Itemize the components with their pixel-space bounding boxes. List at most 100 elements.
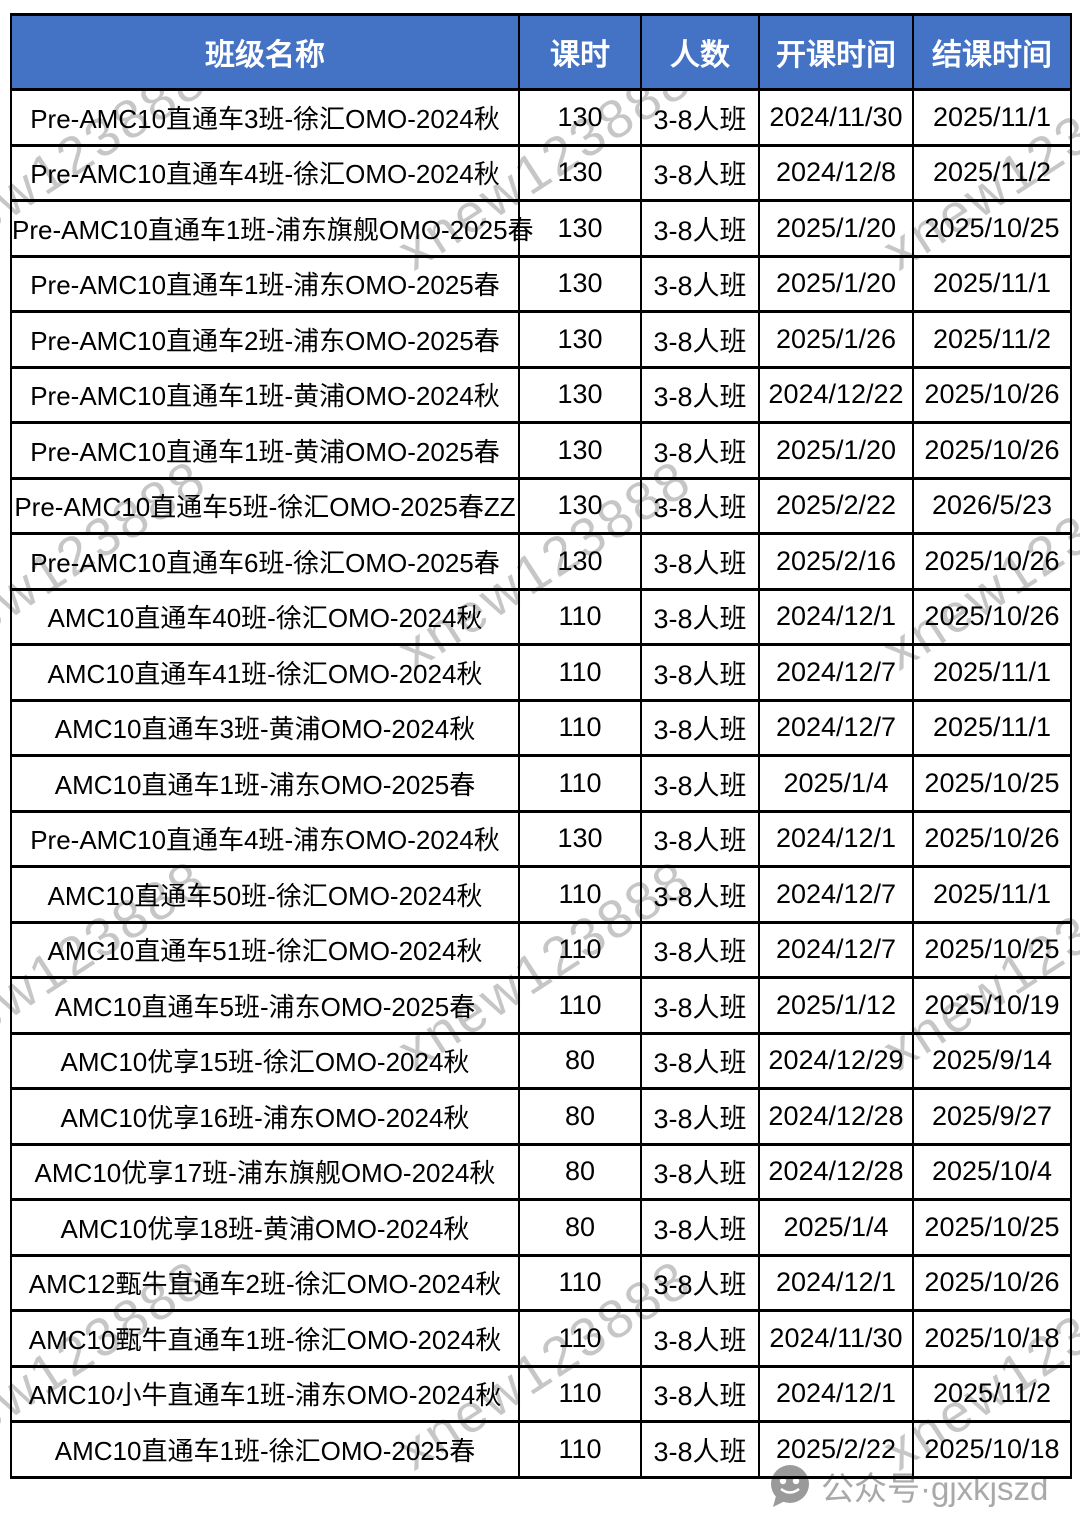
class-name-cell: AMC10直通车1班-徐汇OMO-2025春	[10, 1420, 520, 1479]
class-size-cell: 3-8人班	[640, 1253, 760, 1312]
table-row: AMC10直通车41班-徐汇OMO-2024秋 110 3-8人班 2024/12/7…	[10, 643, 1072, 702]
start-date-cell: 2024/12/7	[758, 920, 914, 979]
class-size-cell: 3-8人班	[640, 143, 760, 202]
hours-cell: 110	[518, 1364, 642, 1423]
class-size-cell: 3-8人班	[640, 1364, 760, 1423]
class-size-cell: 3-8人班	[640, 1309, 760, 1368]
hours-cell: 80	[518, 1142, 642, 1201]
class-name-cell: Pre-AMC10直通车3班-徐汇OMO-2024秋	[10, 88, 520, 147]
hours-cell: 130	[518, 143, 642, 202]
end-date-cell: 2025/10/26	[912, 587, 1072, 646]
hours-cell: 130	[518, 476, 642, 535]
start-date-cell: 2025/2/22	[758, 476, 914, 535]
end-date-cell: 2025/10/25	[912, 920, 1072, 979]
end-date-cell: 2025/10/26	[912, 809, 1072, 868]
start-date-cell: 2024/12/7	[758, 643, 914, 702]
class-name-cell: AMC10直通车3班-黄浦OMO-2024秋	[10, 698, 520, 757]
end-date-cell: 2025/10/4	[912, 1142, 1072, 1201]
hours-cell: 130	[518, 199, 642, 258]
hours-cell: 130	[518, 421, 642, 480]
class-name-cell: Pre-AMC10直通车4班-徐汇OMO-2024秋	[10, 143, 520, 202]
column-header: 人数	[640, 13, 760, 91]
end-date-cell: 2025/11/2	[912, 310, 1072, 369]
end-date-cell: 2025/11/1	[912, 865, 1072, 924]
class-name-cell: AMC10直通车51班-徐汇OMO-2024秋	[10, 920, 520, 979]
hours-cell: 80	[518, 1031, 642, 1090]
hours-cell: 110	[518, 643, 642, 702]
table-row: Pre-AMC10直通车1班-浦东旗舰OMO-2025春 130 3-8人班 2025…	[10, 199, 1072, 258]
start-date-cell: 2024/11/30	[758, 1309, 914, 1368]
class-name-cell: AMC10甄牛直通车1班-徐汇OMO-2024秋	[10, 1309, 520, 1368]
class-size-cell: 3-8人班	[640, 365, 760, 424]
class-size-cell: 3-8人班	[640, 199, 760, 258]
hours-cell: 110	[518, 754, 642, 813]
hours-cell: 110	[518, 1253, 642, 1312]
end-date-cell: 2025/10/25	[912, 1198, 1072, 1257]
start-date-cell: 2024/12/8	[758, 143, 914, 202]
table-row: AMC10直通车51班-徐汇OMO-2024秋 110 3-8人班 2024/12/7…	[10, 920, 1072, 979]
table-row: AMC10甄牛直通车1班-徐汇OMO-2024秋 110 3-8人班 2024/11/…	[10, 1309, 1072, 1368]
class-size-cell: 3-8人班	[640, 1087, 760, 1146]
class-name-cell: AMC10优享16班-浦东OMO-2024秋	[10, 1087, 520, 1146]
table-row: AMC10直通车1班-浦东OMO-2025春 110 3-8人班 2025/1/4 20…	[10, 754, 1072, 813]
class-size-cell: 3-8人班	[640, 1031, 760, 1090]
start-date-cell: 2025/2/16	[758, 532, 914, 591]
table-row: AMC10直通车40班-徐汇OMO-2024秋 110 3-8人班 2024/12/1…	[10, 587, 1072, 646]
start-date-cell: 2024/12/28	[758, 1142, 914, 1201]
class-size-cell: 3-8人班	[640, 698, 760, 757]
class-size-cell: 3-8人班	[640, 1420, 760, 1479]
end-date-cell: 2025/10/26	[912, 365, 1072, 424]
class-schedule-table: 班级名称 课时 人数 开课时间 结课时间 Pre-AMC10直通车3班-徐汇OMO-20…	[10, 13, 1072, 1479]
class-name-cell: AMC10直通车5班-浦东OMO-2025春	[10, 976, 520, 1035]
class-size-cell: 3-8人班	[640, 476, 760, 535]
start-date-cell: 2025/1/4	[758, 754, 914, 813]
table-row: AMC10小牛直通车1班-浦东OMO-2024秋 110 3-8人班 2024/12/…	[10, 1364, 1072, 1423]
hours-cell: 80	[518, 1198, 642, 1257]
start-date-cell: 2024/12/7	[758, 698, 914, 757]
table-row: AMC10优享15班-徐汇OMO-2024秋 80 3-8人班 2024/12/29 2…	[10, 1031, 1072, 1090]
table-row: Pre-AMC10直通车6班-徐汇OMO-2025春 130 3-8人班 2025/2…	[10, 532, 1072, 591]
table-row: Pre-AMC10直通车5班-徐汇OMO-2025春ZZ 130 3-8人班 2025…	[10, 476, 1072, 535]
class-name-cell: Pre-AMC10直通车1班-黄浦OMO-2024秋	[10, 365, 520, 424]
class-size-cell: 3-8人班	[640, 809, 760, 868]
class-size-cell: 3-8人班	[640, 865, 760, 924]
start-date-cell: 2024/11/30	[758, 88, 914, 147]
table-row: Pre-AMC10直通车4班-浦东OMO-2024秋 130 3-8人班 2024/1…	[10, 809, 1072, 868]
hours-cell: 130	[518, 365, 642, 424]
start-date-cell: 2024/12/1	[758, 809, 914, 868]
class-name-cell: AMC10优享15班-徐汇OMO-2024秋	[10, 1031, 520, 1090]
class-name-cell: Pre-AMC10直通车5班-徐汇OMO-2025春ZZ	[10, 476, 520, 535]
start-date-cell: 2025/2/22	[758, 1420, 914, 1479]
end-date-cell: 2025/10/25	[912, 199, 1072, 258]
hours-cell: 130	[518, 88, 642, 147]
table-row: Pre-AMC10直通车1班-浦东OMO-2025春 130 3-8人班 2025/1…	[10, 254, 1072, 313]
header-row: 班级名称 课时 人数 开课时间 结课时间	[10, 13, 1072, 91]
table-row: Pre-AMC10直通车1班-黄浦OMO-2024秋 130 3-8人班 2024/1…	[10, 365, 1072, 424]
hours-cell: 110	[518, 587, 642, 646]
class-size-cell: 3-8人班	[640, 1142, 760, 1201]
end-date-cell: 2025/11/1	[912, 698, 1072, 757]
table-row: AMC10直通车50班-徐汇OMO-2024秋 110 3-8人班 2024/12/7…	[10, 865, 1072, 924]
class-size-cell: 3-8人班	[640, 976, 760, 1035]
start-date-cell: 2024/12/7	[758, 865, 914, 924]
hours-cell: 110	[518, 920, 642, 979]
end-date-cell: 2026/5/23	[912, 476, 1072, 535]
class-size-cell: 3-8人班	[640, 88, 760, 147]
end-date-cell: 2025/11/2	[912, 143, 1072, 202]
class-name-cell: Pre-AMC10直通车6班-徐汇OMO-2025春	[10, 532, 520, 591]
class-size-cell: 3-8人班	[640, 421, 760, 480]
table-row: AMC10优享16班-浦东OMO-2024秋 80 3-8人班 2024/12/28 2…	[10, 1087, 1072, 1146]
end-date-cell: 2025/9/14	[912, 1031, 1072, 1090]
table-row: AMC10优享18班-黄浦OMO-2024秋 80 3-8人班 2025/1/4 202…	[10, 1198, 1072, 1257]
hours-cell: 130	[518, 310, 642, 369]
start-date-cell: 2024/12/1	[758, 1253, 914, 1312]
table-body: Pre-AMC10直通车3班-徐汇OMO-2024秋 130 3-8人班 2024/1…	[10, 88, 1072, 1479]
class-size-cell: 3-8人班	[640, 532, 760, 591]
class-name-cell: AMC10直通车41班-徐汇OMO-2024秋	[10, 643, 520, 702]
start-date-cell: 2024/12/1	[758, 1364, 914, 1423]
class-name-cell: Pre-AMC10直通车4班-浦东OMO-2024秋	[10, 809, 520, 868]
end-date-cell: 2025/11/1	[912, 254, 1072, 313]
class-name-cell: AMC10优享17班-浦东旗舰OMO-2024秋	[10, 1142, 520, 1201]
class-name-cell: Pre-AMC10直通车2班-浦东OMO-2025春	[10, 310, 520, 369]
class-name-cell: AMC10直通车40班-徐汇OMO-2024秋	[10, 587, 520, 646]
